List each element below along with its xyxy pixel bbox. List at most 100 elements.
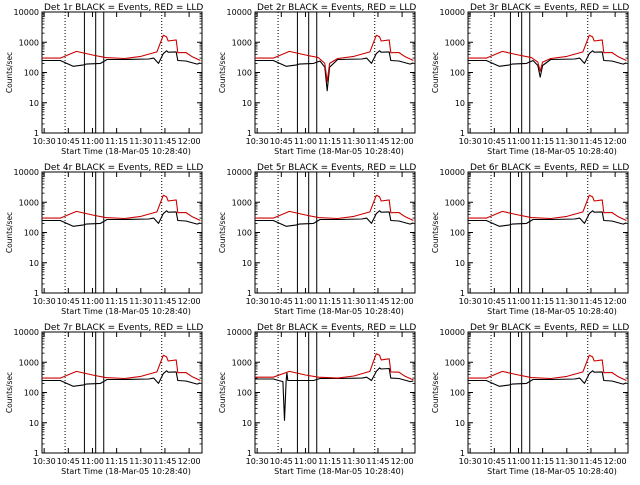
y-tick-label: 10000: [14, 8, 39, 17]
x-tick-label: 11:15: [105, 297, 128, 306]
y-tick-label: 10000: [440, 168, 465, 177]
x-tick-label: 11:15: [318, 137, 341, 146]
x-tick-label: 10:45: [57, 297, 80, 306]
x-tick-label: 12:00: [391, 297, 414, 306]
y-tick-label: 1: [460, 449, 465, 458]
y-tick-label: 1: [247, 129, 252, 138]
y-tick-label: 10: [29, 259, 39, 268]
x-tick-label: 11:00: [507, 137, 530, 146]
x-tick-label: 11:15: [105, 457, 128, 466]
y-tick-label: 1: [460, 129, 465, 138]
x-tick-label: 11:30: [129, 457, 152, 466]
x-tick-label: 11:00: [294, 457, 317, 466]
x-tick-label: 12:00: [604, 457, 627, 466]
y-tick-label: 1000: [19, 358, 39, 367]
x-tick-label: 11:15: [531, 457, 554, 466]
x-tick-label: 12:00: [604, 297, 627, 306]
x-tick-label: 10:45: [270, 457, 293, 466]
chart-title: Det 6r BLACK = Events, RED = LLD: [470, 163, 629, 173]
y-tick-label: 1000: [232, 198, 252, 207]
x-tick-label: 11:15: [531, 297, 554, 306]
lld-series-line: [42, 34, 201, 62]
x-tick-label: 10:45: [270, 297, 293, 306]
events-series-line: [468, 210, 627, 227]
x-tick-label: 10:45: [270, 137, 293, 146]
x-tick-label: 11:15: [318, 457, 341, 466]
x-tick-label: 12:00: [178, 457, 201, 466]
y-tick-label: 100: [450, 229, 465, 238]
chart-panel-3: Det 3r BLACK = Events, RED = LLD 1 10 100 10…: [431, 3, 629, 156]
lld-series-line: [255, 353, 414, 381]
x-tick-label: 10:30: [33, 137, 56, 146]
events-series-line: [255, 210, 414, 227]
x-axis-label: Start Time (18-Mar-05 10:28:40): [61, 467, 191, 476]
y-tick-label: 1000: [445, 198, 465, 207]
x-tick-label: 12:00: [178, 137, 201, 146]
x-tick-label: 11:30: [342, 457, 365, 466]
plot-frame: [467, 11, 629, 134]
y-axis-label: Counts/sec: [5, 372, 14, 413]
x-tick-label: 12:00: [391, 137, 414, 146]
events-series-line: [468, 50, 627, 78]
y-tick-label: 1000: [232, 358, 252, 367]
x-tick-label: 12:00: [391, 457, 414, 466]
chart-panel-7: Det 7r BLACK = Events, RED = LLD 1 10 100 10…: [5, 323, 203, 476]
x-tick-label: 11:00: [294, 297, 317, 306]
plot-frame: [467, 171, 629, 294]
y-tick-label: 1000: [445, 38, 465, 47]
x-tick-label: 12:00: [178, 297, 201, 306]
x-tick-label: 10:30: [459, 297, 482, 306]
x-tick-label: 11:15: [318, 297, 341, 306]
x-tick-label: 11:00: [294, 137, 317, 146]
x-axis-label: Start Time (18-Mar-05 10:28:40): [274, 147, 404, 156]
x-tick-label: 11:30: [342, 297, 365, 306]
x-tick-label: 10:45: [483, 297, 506, 306]
chart-title: Det 4r BLACK = Events, RED = LLD: [44, 163, 203, 173]
chart-title: Det 8r BLACK = Events, RED = LLD: [257, 323, 416, 333]
y-tick-label: 1: [460, 289, 465, 298]
lld-series-line: [468, 194, 627, 222]
y-tick-label: 10: [455, 99, 465, 108]
plot-frame: [254, 171, 416, 294]
x-tick-label: 11:45: [153, 137, 176, 146]
chart-title: Det 7r BLACK = Events, RED = LLD: [44, 323, 203, 333]
chart-panel-4: Det 4r BLACK = Events, RED = LLD 1 10 100 10…: [5, 163, 203, 316]
y-tick-label: 1: [34, 289, 39, 298]
x-axis-label: Start Time (18-Mar-05 10:28:40): [61, 147, 191, 156]
y-tick-label: 10000: [14, 328, 39, 337]
y-tick-label: 100: [237, 389, 252, 398]
x-axis-label: Start Time (18-Mar-05 10:28:40): [487, 147, 617, 156]
y-tick-label: 10: [29, 419, 39, 428]
x-tick-label: 11:30: [555, 457, 578, 466]
chart-title: Det 3r BLACK = Events, RED = LLD: [470, 3, 629, 13]
y-tick-label: 10000: [227, 328, 252, 337]
y-tick-label: 100: [237, 229, 252, 238]
x-tick-label: 10:30: [246, 457, 269, 466]
y-axis-label: Counts/sec: [218, 212, 227, 253]
x-axis-label: Start Time (18-Mar-05 10:28:40): [487, 467, 617, 476]
x-tick-label: 10:45: [57, 457, 80, 466]
x-tick-label: 10:45: [483, 137, 506, 146]
x-tick-label: 11:45: [579, 457, 602, 466]
plot-frame: [41, 171, 203, 294]
y-axis-label: Counts/sec: [5, 52, 14, 93]
y-tick-label: 100: [24, 389, 39, 398]
y-tick-label: 10: [242, 99, 252, 108]
x-tick-label: 11:45: [366, 137, 389, 146]
events-series-line: [42, 210, 201, 227]
x-axis-label: Start Time (18-Mar-05 10:28:40): [274, 467, 404, 476]
x-axis-label: Start Time (18-Mar-05 10:28:40): [61, 307, 191, 316]
x-tick-label: 11:45: [579, 137, 602, 146]
lld-series-line: [255, 194, 414, 222]
lld-series-line: [255, 34, 414, 83]
y-tick-label: 10000: [440, 8, 465, 17]
x-tick-label: 11:45: [366, 297, 389, 306]
chart-title: Det 5r BLACK = Events, RED = LLD: [257, 163, 416, 173]
x-tick-label: 11:45: [153, 297, 176, 306]
x-tick-label: 11:30: [129, 137, 152, 146]
y-tick-label: 10000: [227, 168, 252, 177]
lld-series-line: [468, 34, 627, 72]
chart-title: Det 1r BLACK = Events, RED = LLD: [44, 3, 203, 13]
y-tick-label: 10: [242, 259, 252, 268]
x-tick-label: 11:15: [105, 137, 128, 146]
